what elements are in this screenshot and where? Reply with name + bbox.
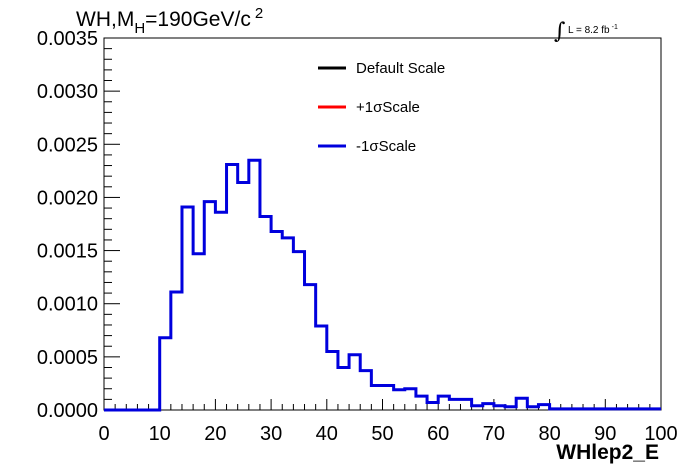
y-tick-label: 0.0015 [37,241,98,263]
plot-frame [103,37,662,411]
y-axis: 0.0000 0.0005 0.0010 0.0015 0.0020 0.0025 0.00… [37,28,120,422]
chart-title-sup: 2 [255,5,263,22]
legend-label: -1σScale [356,138,416,155]
y-tick-label: 0.0005 [37,347,98,369]
series-group [104,158,661,412]
lumi-label-text: L = 8.2 fb [568,25,610,36]
x-tick-label: 0 [98,423,109,445]
x-tick-label: 70 [483,423,505,445]
lumi-label-sup: -1 [612,24,618,31]
x-tick-label: 10 [149,423,171,445]
lumi-integral-symbol: ∫ [554,19,566,44]
x-tick-label: 30 [260,423,282,445]
x-axis-title: WHlep2_E [556,441,659,464]
x-tick-label: 60 [427,423,449,445]
y-tick-label: 0.0035 [37,28,98,50]
x-tick-label: 50 [371,423,393,445]
legend-label: Default Scale [356,60,445,77]
y-tick-label: 0.0020 [37,187,98,209]
x-tick-label: 100 [644,423,677,445]
chart-title-main: WH,M [76,8,134,31]
legend: Default Scale +1σScale -1σScale [318,60,445,155]
series-line [104,158,661,412]
y-tick-label: 0.0010 [37,294,98,316]
y-tick-label: 0.0030 [37,81,98,103]
x-tick-label: 20 [204,423,226,445]
chart-title-sub: H [134,20,145,37]
x-tick-label: 90 [594,423,616,445]
lumi-label: L = 8.2 fb -1 [568,24,618,36]
chart-title: WH,MH=190GeV/c 2 [76,5,263,37]
chart-title-rest: =190GeV/c [145,8,251,31]
y-tick-label: 0.0025 [37,134,98,156]
y-tick-label: 0.0000 [37,400,98,422]
x-tick-label: 80 [538,423,560,445]
legend-label: +1σScale [356,99,420,116]
x-axis: 0 10 20 30 40 50 60 70 80 90 100 [98,399,678,445]
x-tick-label: 40 [316,423,338,445]
